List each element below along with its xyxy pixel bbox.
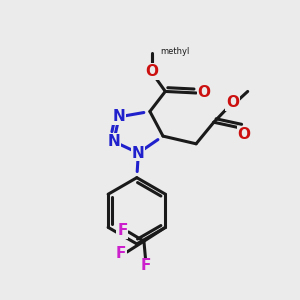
Text: F: F [117, 223, 128, 238]
Text: N: N [113, 109, 125, 124]
Text: methyl: methyl [160, 47, 189, 56]
Text: O: O [237, 127, 250, 142]
Text: O: O [226, 95, 239, 110]
Text: N: N [132, 146, 145, 160]
Text: O: O [197, 85, 210, 100]
Text: F: F [140, 258, 151, 273]
Text: N: N [107, 134, 120, 149]
Text: F: F [116, 246, 126, 261]
Text: O: O [146, 64, 159, 79]
